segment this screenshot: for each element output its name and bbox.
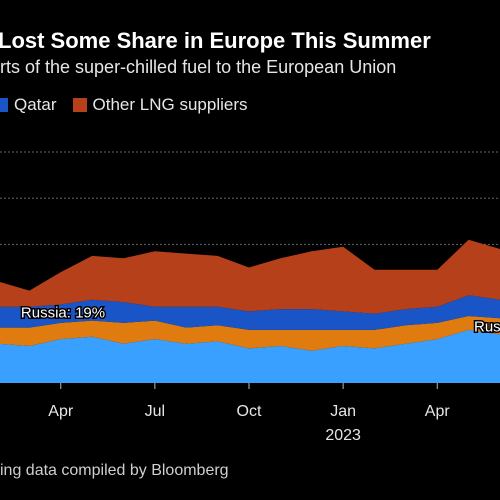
legend: Qatar Other LNG suppliers bbox=[0, 95, 263, 115]
chart-title: Lost Some Share in Europe This Summer bbox=[0, 28, 431, 53]
x-tick-label: Jul bbox=[145, 403, 165, 420]
legend-item-qatar: Qatar bbox=[0, 95, 57, 115]
legend-swatch-other bbox=[72, 98, 87, 112]
legend-label-qatar: Qatar bbox=[14, 95, 57, 114]
area-russia bbox=[0, 329, 500, 383]
area-us bbox=[0, 316, 500, 351]
x-tick-year-label: 2023 bbox=[325, 427, 361, 444]
x-tick-label: Apr bbox=[48, 403, 74, 420]
annotation-label: Russ bbox=[474, 319, 500, 336]
area-qatar bbox=[0, 295, 500, 330]
annotation-label: Russia: 19% bbox=[21, 305, 105, 322]
x-tick-label: Oct bbox=[237, 403, 262, 420]
legend-swatch-qatar bbox=[0, 98, 8, 112]
x-tick-label: Jan bbox=[330, 403, 356, 420]
area-other bbox=[0, 239, 500, 314]
legend-label-other: Other LNG suppliers bbox=[92, 95, 248, 114]
chart-subtitle: rts of the super-chilled fuel to the Eur… bbox=[0, 57, 397, 77]
x-tick-label: Apr bbox=[425, 403, 451, 420]
source-note: ing data compiled by Bloomberg bbox=[0, 462, 229, 479]
legend-item-other: Other LNG suppliers bbox=[72, 95, 248, 115]
